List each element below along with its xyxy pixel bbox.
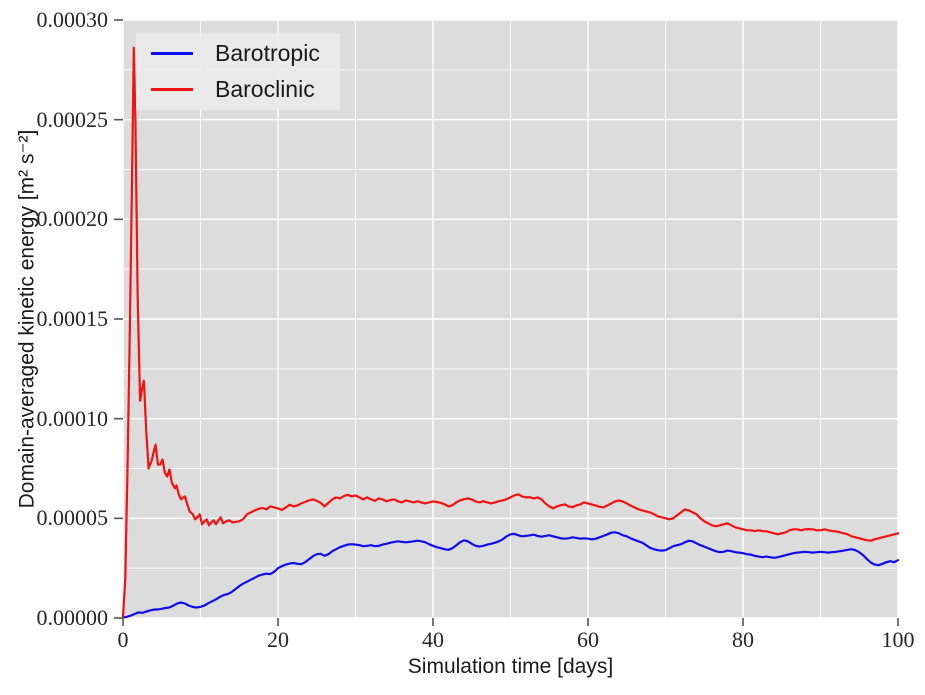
y-axis-label: Domain-averaged kinetic energy [m² s⁻²]: [15, 129, 39, 509]
y-tick-label-0.00000: 0.00000: [36, 605, 109, 630]
y-tick-label-0.00015: 0.00015: [36, 306, 109, 331]
series-line-barotropic: [121, 531, 900, 619]
legend-label-baroclinic: Baroclinic: [215, 75, 315, 102]
x-tick-label-0: 0: [117, 627, 129, 652]
series-line-baroclinic: [121, 46, 900, 619]
legend-entry-barotropic: Barotropic: [151, 35, 340, 71]
y-tick-label-0.00005: 0.00005: [36, 505, 109, 531]
y-tick-label-0.00020: 0.00020: [36, 206, 109, 232]
x-axis-label: Simulation time [days]: [407, 655, 614, 678]
y-tick-label-0.00025: 0.00025: [36, 106, 109, 132]
x-tick-label-80: 80: [732, 627, 754, 652]
x-tick-label-60: 60: [577, 627, 599, 652]
legend-label-barotropic: Barotropic: [215, 39, 320, 66]
legend-line-sample-baroclinic: [151, 87, 193, 91]
y-tick-label-0.00030: 0.00030: [36, 7, 109, 32]
legend: Barotropic Baroclinic: [136, 33, 340, 110]
legend-entry-baroclinic: Baroclinic: [151, 71, 340, 107]
y-tick-label-0.00010: 0.00010: [36, 405, 109, 431]
x-tick-label-20: 20: [267, 627, 289, 652]
x-tick-label-40: 40: [422, 627, 444, 652]
x-tick-label-100: 100: [881, 627, 915, 652]
legend-line-sample-barotropic: [151, 51, 193, 55]
